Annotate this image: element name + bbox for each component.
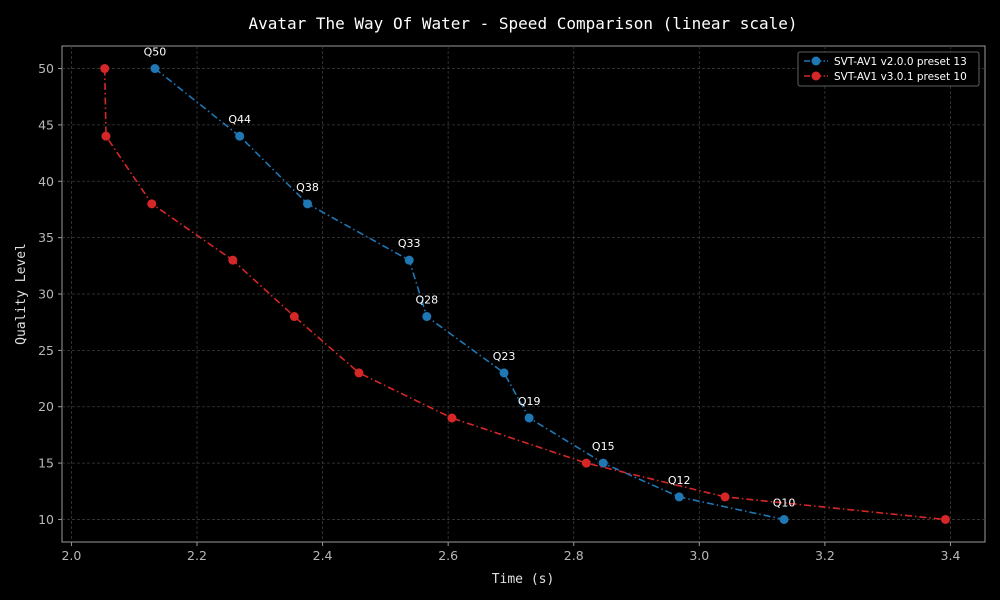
point-annotations: Q50 Q44 Q38 Q33 Q28 Q23 Q19 Q15 Q12 Q10 <box>144 46 796 510</box>
x-tick-label: 3.0 <box>689 548 709 563</box>
data-point-1 <box>447 413 457 423</box>
x-axis-label: Time (s) <box>492 572 555 587</box>
data-point-0 <box>499 368 509 378</box>
point-label: Q19 <box>518 395 541 408</box>
series-line-0 <box>154 67 785 521</box>
point-label: Q12 <box>668 474 691 487</box>
legend-marker-1 <box>811 71 821 81</box>
data-point-1 <box>354 368 364 378</box>
data-point-0 <box>235 131 245 141</box>
x-tick-label: 2.6 <box>438 548 458 563</box>
y-tick-label: 10 <box>38 512 54 527</box>
legend-marker-0 <box>811 56 821 66</box>
x-tick-label: 3.2 <box>815 548 835 563</box>
data-point-1 <box>940 514 950 524</box>
y-tick-label: 45 <box>38 117 54 132</box>
data-point-1 <box>101 131 111 141</box>
point-label: Q10 <box>773 496 796 509</box>
point-label: Q23 <box>493 350 516 363</box>
data-point-0 <box>598 458 608 468</box>
point-label: Q38 <box>296 181 319 194</box>
data-point-0 <box>150 64 160 74</box>
data-point-1 <box>720 492 730 502</box>
data-point-1 <box>147 199 157 209</box>
legend-label-1: SVT-AV1 v3.0.1 preset 10 <box>834 71 967 83</box>
data-point-0 <box>404 255 414 265</box>
point-label: Q28 <box>415 294 438 307</box>
x-tick-label: 2.4 <box>313 548 333 563</box>
data-point-1 <box>100 64 110 74</box>
data-point-0 <box>524 413 534 423</box>
point-label: Q15 <box>592 440 615 453</box>
point-label: Q44 <box>228 113 251 126</box>
point-label: Q33 <box>398 237 421 250</box>
data-point-0 <box>674 492 684 502</box>
legend-label-0: SVT-AV1 v2.0.0 preset 13 <box>834 56 967 68</box>
x-tick-label: 3.4 <box>941 548 961 563</box>
y-tick-label: 25 <box>38 343 54 358</box>
data-point-1 <box>581 458 591 468</box>
legend: SVT-AV1 v2.0.0 preset 13 SVT-AV1 v3.0.1 … <box>797 51 980 87</box>
y-tick-label: 35 <box>38 230 54 245</box>
chart-title: Avatar The Way Of Water - Speed Comparis… <box>248 14 797 33</box>
y-tick-label: 40 <box>38 174 54 189</box>
data-point-1 <box>228 255 238 265</box>
point-label: Q50 <box>144 46 167 59</box>
y-tick-label: 15 <box>38 456 54 471</box>
y-tick-label: 50 <box>38 61 54 76</box>
series-group <box>100 64 950 524</box>
data-point-1 <box>289 312 299 322</box>
data-point-0 <box>779 514 789 524</box>
data-point-0 <box>303 199 313 209</box>
x-tick-label: 2.2 <box>187 548 207 563</box>
y-axis-label: Quality Level <box>14 243 29 345</box>
y-tick-label: 20 <box>38 399 54 414</box>
grid <box>62 46 985 542</box>
axis-ticks: 2.0 2.2 2.4 2.6 2.8 3.0 3.2 3.4 10 15 20 25 30 35 40 45… <box>38 61 960 563</box>
legend-box <box>797 51 980 87</box>
y-tick-label: 30 <box>38 287 54 302</box>
data-point-0 <box>422 312 432 322</box>
x-tick-label: 2.8 <box>564 548 584 563</box>
x-tick-label: 2.0 <box>61 548 81 563</box>
